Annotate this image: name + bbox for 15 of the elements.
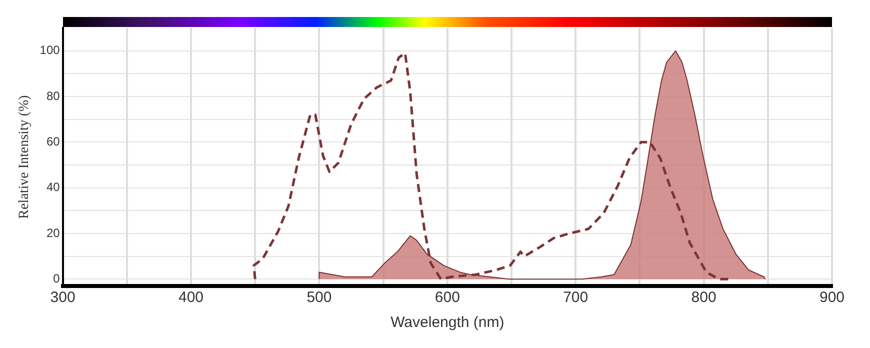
x-axis-title: Wavelength (nm)	[390, 314, 504, 332]
x-tick-label: 800	[691, 289, 716, 306]
y-tick-label: 0	[53, 271, 60, 286]
y-tick-label: 100	[40, 43, 60, 58]
x-tick-label: 300	[50, 289, 76, 306]
y-tick-label: 40	[46, 180, 60, 194]
x-tick-label: 500	[306, 289, 332, 306]
x-tick-label: 400	[178, 289, 204, 306]
y-tick-label: 60	[46, 134, 60, 148]
y-tick-label: 20	[46, 226, 60, 240]
x-tick-label: 900	[819, 289, 845, 306]
y-axis-title: Relative Intensity (%)	[17, 94, 32, 219]
y-tick-label: 80	[46, 88, 60, 103]
x-tick-label: 700	[563, 289, 588, 306]
x-tick-label: 600	[434, 289, 460, 306]
